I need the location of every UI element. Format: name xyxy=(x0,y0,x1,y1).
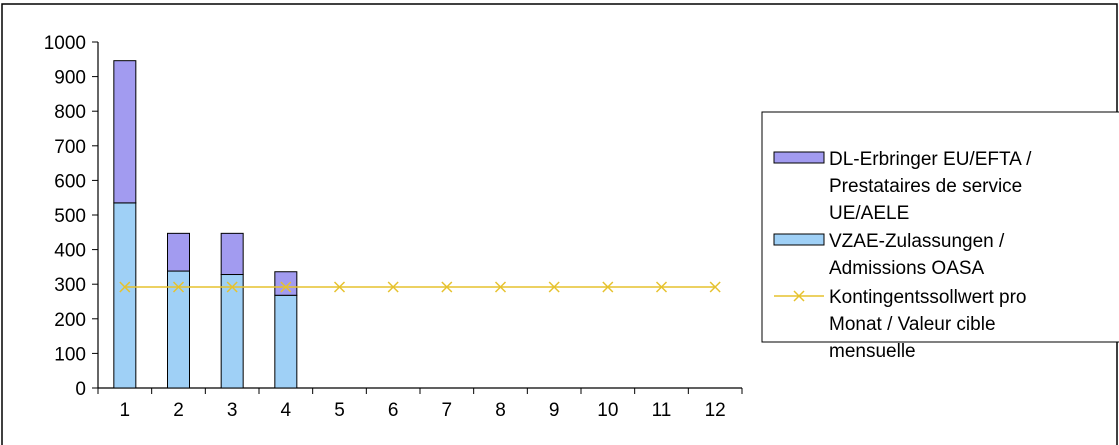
x-tick-label: 1 xyxy=(120,400,131,421)
line-point-marker xyxy=(119,281,131,293)
x-tick-label: 9 xyxy=(549,400,560,421)
y-tick-label: 0 xyxy=(75,379,86,400)
legend-item: DL-Erbringer EU/EFTA / Prestataires de se… xyxy=(773,149,1032,224)
line-point-marker xyxy=(548,281,560,293)
legend-swatch xyxy=(773,151,825,164)
legend: DL-Erbringer EU/EFTA / Prestataires de se… xyxy=(773,149,1032,362)
legend-swatch xyxy=(773,233,825,246)
line-point-marker xyxy=(333,281,346,293)
y-tick-label: 700 xyxy=(54,137,86,158)
legend-swatch-marker xyxy=(793,290,805,302)
x-tick-label: 6 xyxy=(388,400,399,421)
y-tick-label: 200 xyxy=(54,310,86,331)
legend-label: Prestataires de service xyxy=(829,176,1022,197)
legend-label: DL-Erbringer EU/EFTA / xyxy=(829,149,1032,170)
y-tick-label: 100 xyxy=(54,344,86,365)
legend-item: Kontingentssollwert pro Monat / Valeur ci… xyxy=(774,287,1027,362)
legend-box xyxy=(761,111,1119,343)
y-tick-label: 400 xyxy=(54,241,86,262)
legend-label: Admissions OASA xyxy=(829,258,985,279)
bar-segment-series-0 xyxy=(113,202,137,389)
x-tick-label: 11 xyxy=(652,400,672,421)
y-tick-label: 900 xyxy=(54,68,86,89)
bar-segment-series-1 xyxy=(274,271,298,296)
x-tick-label: 7 xyxy=(442,400,453,421)
line-point-marker xyxy=(709,281,721,293)
y-tick-label: 300 xyxy=(54,275,86,296)
y-tick-label: 600 xyxy=(54,171,86,192)
legend-label: Kontingentssollwert pro xyxy=(829,287,1027,308)
legend-label: UE/AELE xyxy=(829,203,909,224)
y-tick-label: 1000 xyxy=(44,33,86,54)
x-tick-label: 3 xyxy=(227,400,238,421)
bar-segment-series-0 xyxy=(274,294,298,389)
x-tick-label: 8 xyxy=(495,400,506,421)
bar-segment-series-0 xyxy=(220,274,244,389)
bar-segment-series-1 xyxy=(220,232,244,276)
line-point-marker xyxy=(280,281,292,293)
legend-label: mensuelle xyxy=(829,341,916,362)
x-tick-label: 10 xyxy=(597,400,618,421)
bar-segment-series-0 xyxy=(167,270,190,389)
legend-item: VZAE-Zulassungen / Admissions OASA xyxy=(773,231,1005,279)
x-tick-label: 12 xyxy=(705,400,726,421)
x-tick-label: 5 xyxy=(334,400,345,421)
y-tick-label: 800 xyxy=(54,102,86,123)
line-point-marker xyxy=(387,281,399,293)
legend-label: VZAE-Zulassungen / xyxy=(829,231,1005,252)
x-tick-label: 4 xyxy=(281,400,292,421)
x-tick-label: 2 xyxy=(173,400,184,421)
line-point-marker xyxy=(172,281,185,293)
line-point-marker xyxy=(655,281,668,293)
line-point-marker xyxy=(602,281,614,293)
bar-segment-series-1 xyxy=(113,60,137,204)
line-point-marker xyxy=(494,281,507,293)
y-tick-label: 500 xyxy=(54,206,86,227)
legend-label: Monat / Valeur cible xyxy=(829,314,996,335)
line-point-marker xyxy=(226,281,238,293)
bar-segment-series-1 xyxy=(167,232,190,272)
line-point-marker xyxy=(441,281,453,293)
